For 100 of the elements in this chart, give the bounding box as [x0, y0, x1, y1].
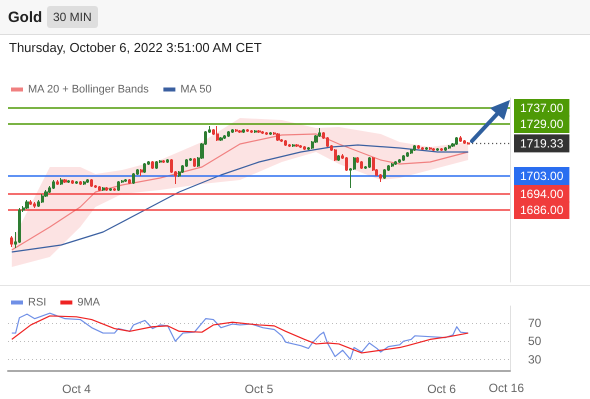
candlestick — [276, 132, 280, 142]
candlestick — [345, 156, 348, 172]
candlestick — [421, 146, 424, 150]
candlestick — [128, 178, 131, 184]
candlestick — [140, 168, 143, 176]
text: Oct 16 — [488, 381, 524, 395]
candlestick — [143, 162, 146, 174]
chart-subtitle: Thursday, October 6, 2022 3:51:00 AM CET — [9, 40, 262, 55]
candlestick — [299, 144, 302, 148]
candlestick — [463, 140, 466, 144]
candlestick — [132, 172, 135, 184]
candlestick — [368, 156, 371, 168]
candlestick — [162, 160, 165, 164]
candlestick — [166, 158, 169, 164]
candlestick — [223, 134, 226, 140]
candlestick — [295, 144, 299, 148]
candlestick — [25, 200, 29, 210]
candlestick — [402, 154, 405, 162]
candlestick — [288, 144, 291, 148]
candlestick — [41, 194, 44, 204]
candlestick — [257, 130, 261, 134]
candlestick — [417, 144, 420, 150]
candlestick — [391, 162, 394, 168]
ref-line-label: 1694.00 — [520, 187, 564, 201]
candlestick — [238, 130, 242, 134]
candlestick — [105, 186, 108, 192]
y-tick-label: 30 — [528, 352, 542, 366]
candlestick — [360, 160, 363, 170]
candlestick — [124, 178, 127, 182]
candlestick — [98, 186, 101, 192]
legend-label: MA 20 + Bollinger Bands — [28, 84, 150, 96]
ref-line-label: 1737.00 — [520, 101, 564, 115]
line-series — [11, 312, 469, 360]
y-tick-label: 70 — [528, 316, 542, 330]
candlestick — [90, 178, 93, 188]
candlestick — [394, 160, 397, 166]
candlestick — [219, 136, 223, 142]
x-tick-label: Oct 4 — [62, 382, 92, 396]
candlestick — [448, 144, 451, 150]
chart-title: Gold — [8, 9, 42, 26]
candlestick — [284, 140, 287, 146]
candlestick — [235, 128, 238, 132]
legend-label: RSI — [28, 296, 46, 308]
candlestick — [75, 180, 78, 184]
candlestick — [60, 178, 63, 186]
candlestick — [269, 132, 272, 136]
candlestick — [63, 178, 67, 184]
candlestick — [246, 128, 249, 132]
candlestick — [67, 180, 70, 184]
y-tick-label: 50 — [528, 334, 542, 348]
ref-line-label: 1703.00 — [520, 169, 564, 183]
candlestick — [10, 236, 13, 248]
candlestick — [436, 148, 439, 152]
candlestick — [227, 130, 230, 138]
x-tick-label: Oct 6 — [427, 382, 456, 396]
candlestick — [83, 180, 86, 186]
candlestick — [261, 130, 264, 134]
candlestick — [398, 158, 401, 164]
candlestick — [113, 188, 116, 192]
candlestick — [216, 126, 219, 142]
candlestick — [383, 168, 386, 180]
candlestick — [337, 154, 340, 162]
candlestick — [334, 148, 337, 162]
candlestick — [425, 146, 428, 150]
candlestick — [117, 180, 120, 192]
candlestick — [265, 132, 268, 136]
candlestick — [303, 146, 306, 150]
candlestick — [79, 180, 82, 186]
candlestick — [71, 180, 74, 184]
ref-line-label: 1686.00 — [520, 203, 564, 217]
candlestick — [109, 188, 112, 192]
candlestick — [440, 148, 443, 152]
candlestick — [231, 128, 234, 134]
candlestick — [254, 130, 257, 134]
candlestick — [459, 136, 462, 142]
candlestick — [429, 146, 432, 150]
ref-line-label: 1729.00 — [520, 117, 564, 131]
candlestick — [444, 146, 447, 152]
ref-line-label: 1719.33 — [520, 136, 564, 150]
line-series — [11, 315, 469, 354]
candlestick — [250, 130, 253, 134]
candlestick — [432, 148, 435, 152]
candlestick — [193, 158, 196, 168]
candlestick — [406, 152, 409, 158]
candlestick — [151, 160, 154, 170]
legend-label: 9MA — [77, 296, 101, 308]
candlestick — [52, 180, 55, 190]
candlestick — [56, 180, 59, 186]
candlestick — [413, 144, 416, 152]
candlestick — [29, 200, 32, 206]
x-tick-label: Oct 5 — [244, 382, 274, 396]
candlestick — [467, 142, 470, 144]
candlestick — [86, 178, 89, 184]
text: 30 MIN — [47, 6, 98, 28]
candlestick — [455, 136, 458, 146]
candlestick — [292, 144, 295, 148]
legend-label: MA 50 — [180, 84, 212, 96]
candlestick — [155, 160, 158, 170]
candlestick — [242, 128, 245, 134]
candlestick — [410, 148, 413, 154]
